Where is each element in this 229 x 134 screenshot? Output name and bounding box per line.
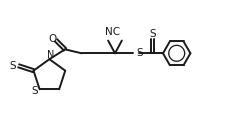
Text: NC: NC xyxy=(105,27,120,37)
Text: O: O xyxy=(48,34,56,44)
Text: S: S xyxy=(136,48,142,58)
Text: S: S xyxy=(148,29,155,39)
Text: S: S xyxy=(9,61,16,71)
Text: S: S xyxy=(31,86,38,96)
Text: N: N xyxy=(47,50,54,60)
